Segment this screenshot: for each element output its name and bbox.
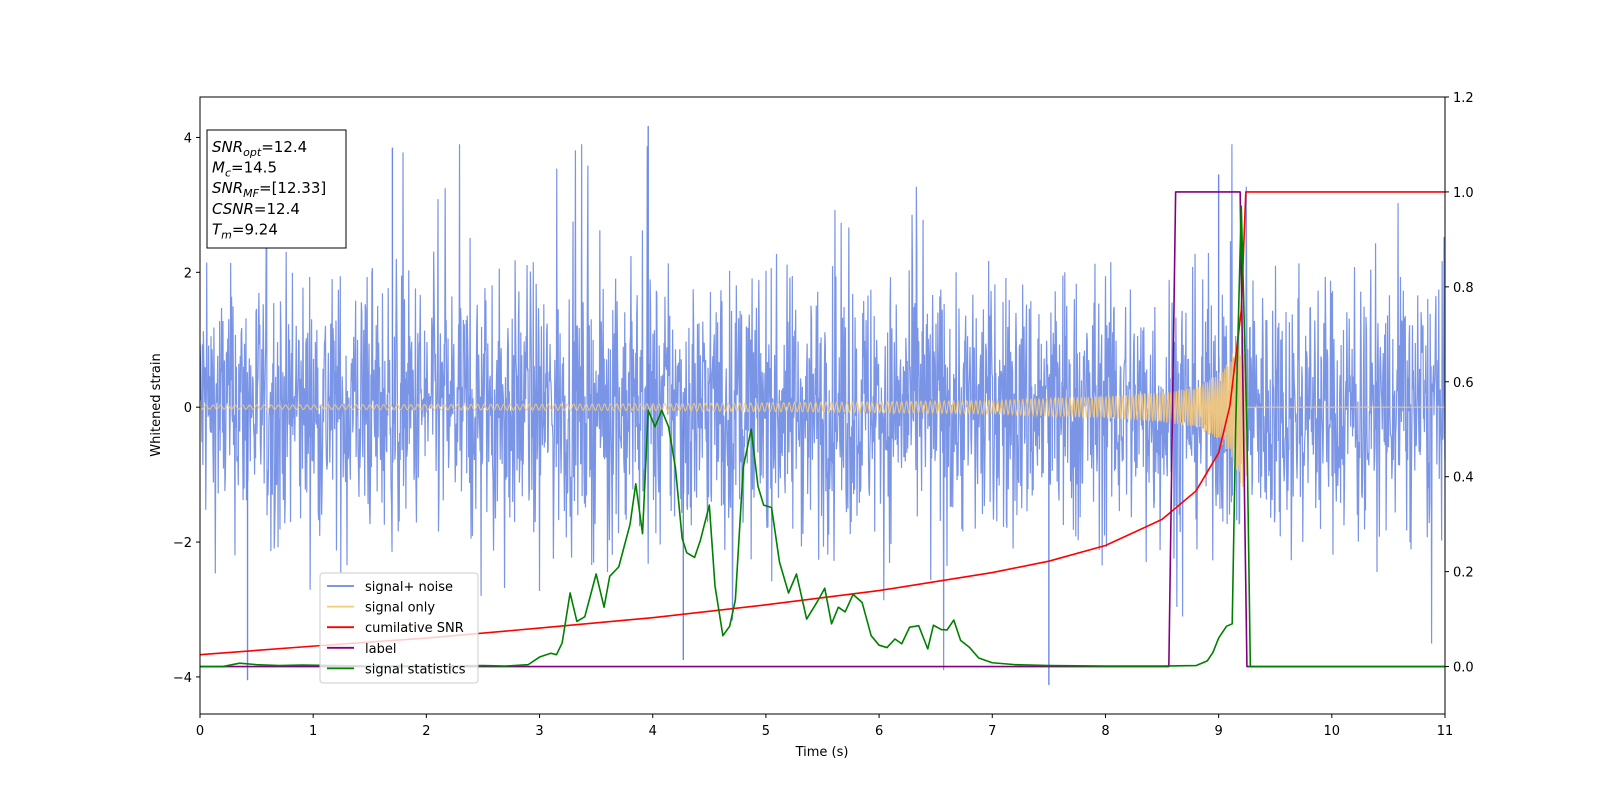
x-tick-label: 6 [875,724,883,739]
info-line: SNRMF=[12.33] [212,179,326,200]
y-left-tick-label: 2 [184,266,192,281]
y-right-tick-label: 0.0 [1453,661,1474,676]
x-tick-label: 1 [309,724,317,739]
x-tick-label: 3 [535,724,543,739]
y-right-tick-label: 1.2 [1453,91,1474,106]
y-right-tick-label: 0.2 [1453,566,1474,581]
x-tick-label: 11 [1437,724,1454,739]
legend-label: signal statistics [365,662,466,677]
x-tick-label: 4 [649,724,657,739]
axes: 0 1 2 3 4 5 6 7 8 9 10 11 −4 −2 0 2 4 0.0 0.2 0.4 0.6 0.8 1.0 1… [173,91,1474,739]
plot-frame [199,96,1446,715]
plot-area [200,125,1445,686]
x-tick-label: 7 [988,724,996,739]
legend: signal+ noise signal only cumilative SNR la… [319,572,479,684]
series-cumulative-snr-line [200,191,1445,656]
info-box-frame [206,129,347,249]
y-right-tick-label: 0.8 [1453,281,1474,296]
y-right-tick-label: 0.6 [1453,376,1474,391]
series-signal-only-line [200,321,1445,488]
x-tick-label: 0 [196,724,204,739]
legend-frame [319,572,479,684]
y-left-tick-label: −4 [173,671,192,686]
y-axis-title: Whitened strain [149,353,164,456]
info-line: Mc=14.5 [212,159,277,180]
y-left-tick-label: 4 [184,131,192,146]
y-left-tick-label: 0 [184,401,192,416]
info-line: CSNR=12.4 [212,200,300,218]
x-tick-label: 9 [1214,724,1222,739]
x-tick-label: 8 [1101,724,1109,739]
y-left-tick-label: −2 [173,536,192,551]
y-right-tick-label: 0.4 [1453,471,1474,486]
legend-label: signal only [365,601,435,616]
y-right-tick-label: 1.0 [1453,186,1474,201]
info-line: Tm=9.24 [212,220,278,241]
info-box: SNRopt=12.4Mc=14.5SNRMF=[12.33]CSNR=12.4… [206,129,347,249]
legend-label: label [365,642,396,657]
x-tick-label: 2 [422,724,430,739]
series-signal-statistics-line [200,205,1445,668]
legend-label: cumilative SNR [365,621,464,636]
x-axis-title: Time (s) [795,745,849,760]
info-line: SNRopt=12.4 [212,138,307,159]
x-tick-label: 10 [1324,724,1341,739]
legend-label: signal+ noise [365,580,453,595]
x-tick-label: 5 [762,724,770,739]
